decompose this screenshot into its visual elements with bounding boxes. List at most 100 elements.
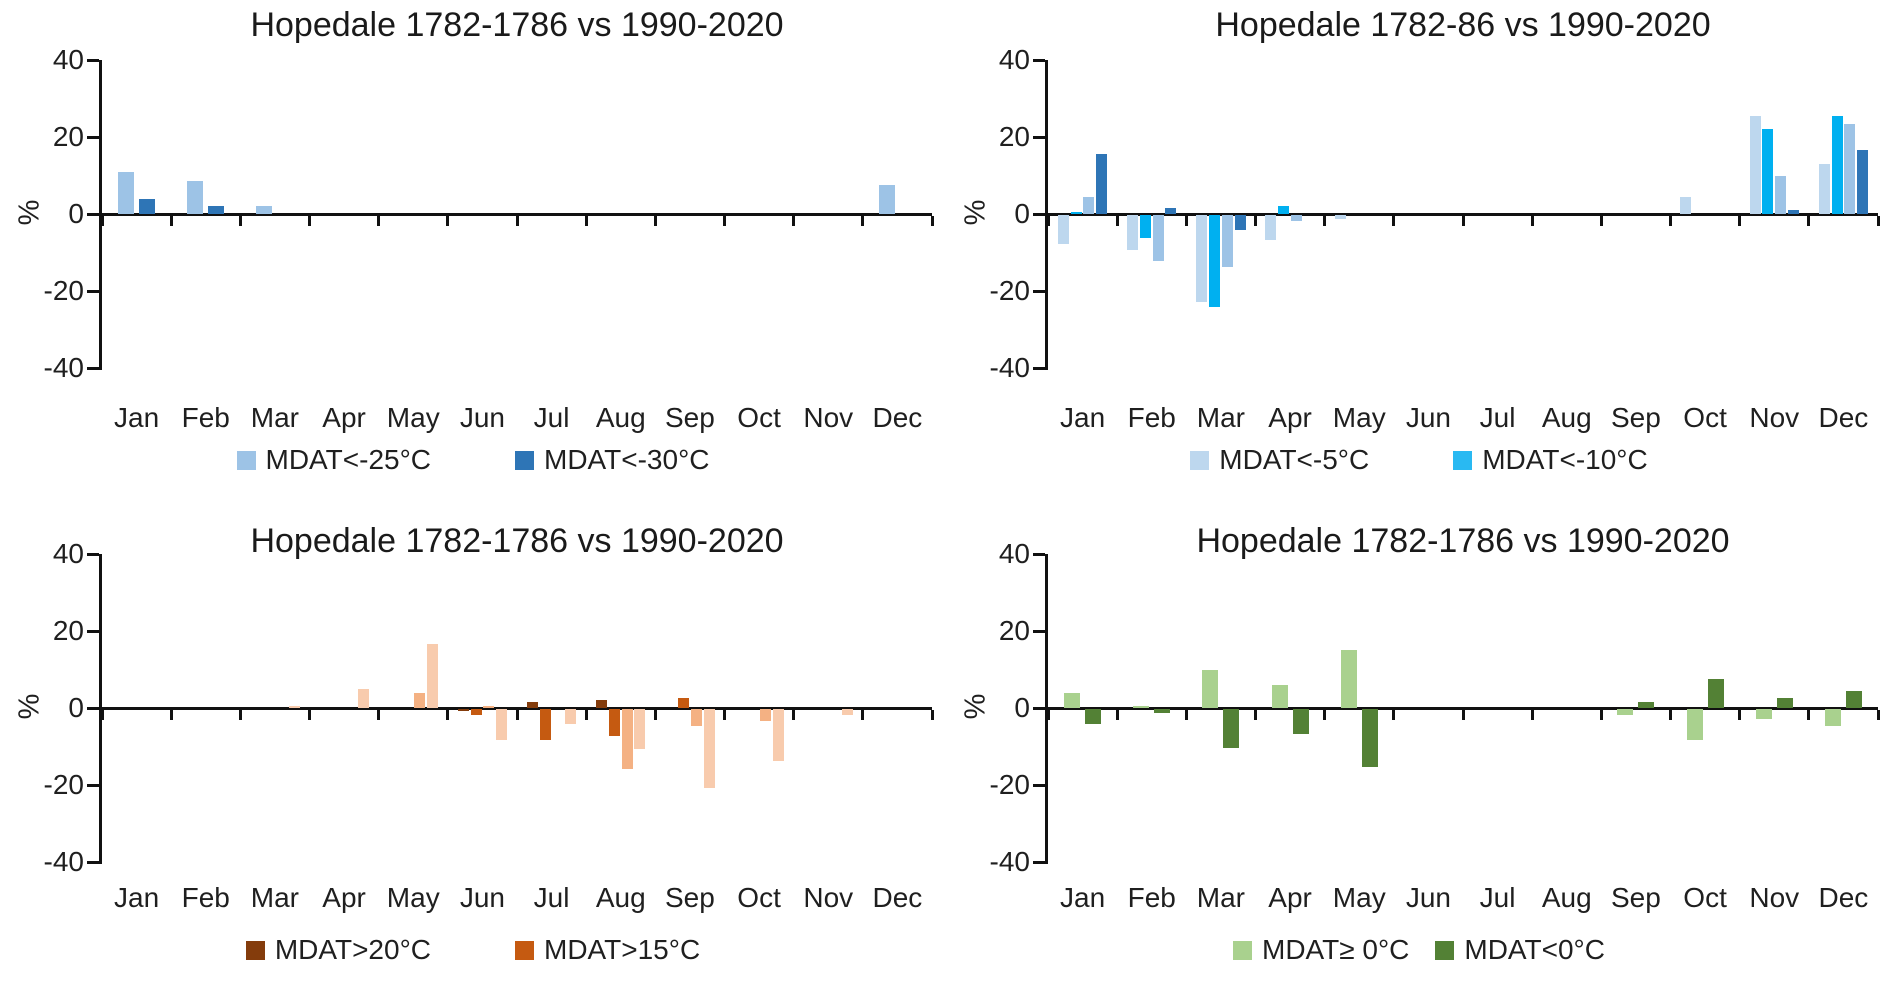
legend-item: MDAT<-5°C xyxy=(1190,444,1369,476)
month-label-jan: Jan xyxy=(1060,882,1106,913)
month-label-jul: Jul xyxy=(533,402,570,433)
month-label-sep: Sep xyxy=(664,882,715,913)
y-tick-label: 20 xyxy=(52,121,84,152)
chart-bottom-right: Hopedale 1782-1786 vs 1990-2020% 40 20 0 -20… xyxy=(946,494,1892,987)
month-label-nov: Nov xyxy=(1749,882,1800,913)
legend: MDAT<-25°C MDAT<-30°C xyxy=(0,444,946,476)
bar-apr-series3 xyxy=(1290,215,1302,221)
x-tick-mark xyxy=(1669,216,1672,226)
y-tick-mark xyxy=(87,552,99,556)
y-tick-label: -20 xyxy=(43,769,84,800)
bar-dec-series1 xyxy=(1818,163,1830,214)
legend-swatch-icon xyxy=(236,450,256,470)
legend-item: MDAT<0°C xyxy=(1435,934,1605,966)
bar-mar-series1 xyxy=(256,206,273,214)
month-label-aug: Aug xyxy=(1541,402,1592,433)
month-label-dec: Dec xyxy=(1818,882,1869,913)
y-tick-label: 40 xyxy=(998,538,1030,569)
legend-label: MDAT<-30°C xyxy=(544,444,710,475)
legend-swatch-icon xyxy=(1453,450,1473,470)
x-tick-mark xyxy=(1323,216,1327,226)
legend-label: MDAT≥ 0°C xyxy=(1262,934,1410,965)
month-label-mar: Mar xyxy=(1196,402,1246,433)
y-tick-mark xyxy=(87,212,99,216)
bar-dec-series2 xyxy=(1831,115,1843,214)
month-label-nov: Nov xyxy=(803,882,854,913)
x-tick-mark xyxy=(1876,710,1880,720)
y-tick-label: -20 xyxy=(989,769,1030,800)
x-tick-mark xyxy=(377,216,381,226)
bar-oct-series1 xyxy=(1686,709,1703,740)
bar-feb-series3 xyxy=(1152,215,1164,262)
month-label-jun: Jun xyxy=(459,402,505,433)
y-tick-label: 0 xyxy=(1014,198,1030,229)
bar-jul-series4 xyxy=(565,709,577,725)
legend-item: MDAT>15°C xyxy=(515,934,700,966)
y-tick-label: 20 xyxy=(52,615,84,646)
x-tick-mark xyxy=(1530,710,1534,720)
bar-oct-series2 xyxy=(1707,679,1724,708)
x-tick-mark xyxy=(515,216,519,226)
month-label-aug: Aug xyxy=(1541,882,1592,913)
month-label-feb: Feb xyxy=(181,882,230,913)
month-label-dec: Dec xyxy=(872,402,923,433)
bar-nov-series1 xyxy=(1755,709,1772,719)
month-label-feb: Feb xyxy=(181,402,230,433)
x-tick-mark xyxy=(1046,216,1050,226)
y-tick-mark xyxy=(1033,58,1045,62)
y-axis-line xyxy=(99,554,102,864)
legend-swatch-icon xyxy=(1190,450,1210,470)
chart-title: Hopedale 1782-86 vs 1990-2020 xyxy=(1215,6,1711,44)
y-tick-label: -40 xyxy=(43,846,84,877)
y-tick-mark xyxy=(1033,366,1045,370)
month-label-may: May xyxy=(1332,882,1386,913)
legend-swatch-icon xyxy=(1435,940,1455,960)
month-label-apr: Apr xyxy=(322,402,366,433)
month-label-mar: Mar xyxy=(1196,882,1246,913)
legend-label: MDAT<-10°C xyxy=(1482,444,1648,475)
x-tick-mark xyxy=(584,710,588,720)
bar-jan-series2 xyxy=(1070,212,1082,214)
month-label-oct: Oct xyxy=(737,882,781,913)
bar-nov-series2 xyxy=(1762,129,1774,214)
x-tick-mark xyxy=(238,710,242,720)
month-label-dec: Dec xyxy=(872,882,923,913)
month-label-may: May xyxy=(386,882,440,913)
bar-aug-series1 xyxy=(596,700,608,708)
x-tick-mark xyxy=(446,710,450,720)
month-label-apr: Apr xyxy=(1268,402,1312,433)
bar-aug-series3 xyxy=(621,709,633,769)
x-tick-mark xyxy=(308,710,311,720)
month-label-jul: Jul xyxy=(533,882,570,913)
legend-item: MDAT<-30°C xyxy=(515,444,709,476)
chart-bottom-left: Hopedale 1782-1786 vs 1990-2020% 40 20 0 -20… xyxy=(0,494,946,987)
bar-jan-series2 xyxy=(1085,709,1102,725)
bar-jun-series2 xyxy=(470,709,482,715)
legend-label: MDAT>20°C xyxy=(274,934,431,965)
y-tick-mark xyxy=(87,783,99,787)
x-tick-mark xyxy=(100,710,104,720)
x-tick-mark xyxy=(1669,710,1672,720)
y-tick-label: -40 xyxy=(989,352,1030,383)
month-label-mar: Mar xyxy=(250,882,300,913)
y-axis-line xyxy=(1045,60,1048,370)
x-tick-mark xyxy=(169,216,173,226)
chart-top-left: Hopedale 1782-1786 vs 1990-2020% 40 20 0 -20… xyxy=(0,0,946,494)
bar-apr-series4 xyxy=(357,688,369,708)
month-label-may: May xyxy=(386,402,440,433)
bar-jun-series4 xyxy=(496,709,508,740)
bar-aug-series4 xyxy=(634,709,646,750)
y-tick-mark xyxy=(87,860,99,864)
legend-label: MDAT<0°C xyxy=(1464,934,1605,965)
legend: MDAT<-5°C MDAT<-10°C xyxy=(946,444,1892,476)
legend-item: MDAT<-10°C xyxy=(1453,444,1648,476)
y-tick-mark xyxy=(87,135,99,139)
y-tick-mark xyxy=(87,366,99,370)
x-tick-mark xyxy=(653,710,657,720)
x-tick-mark xyxy=(446,216,450,226)
bar-feb-series4 xyxy=(1165,208,1177,214)
y-tick-label: -20 xyxy=(43,275,84,306)
x-tick-mark xyxy=(515,710,519,720)
month-label-sep: Sep xyxy=(1610,402,1661,433)
bar-feb-series2 xyxy=(1154,709,1171,713)
